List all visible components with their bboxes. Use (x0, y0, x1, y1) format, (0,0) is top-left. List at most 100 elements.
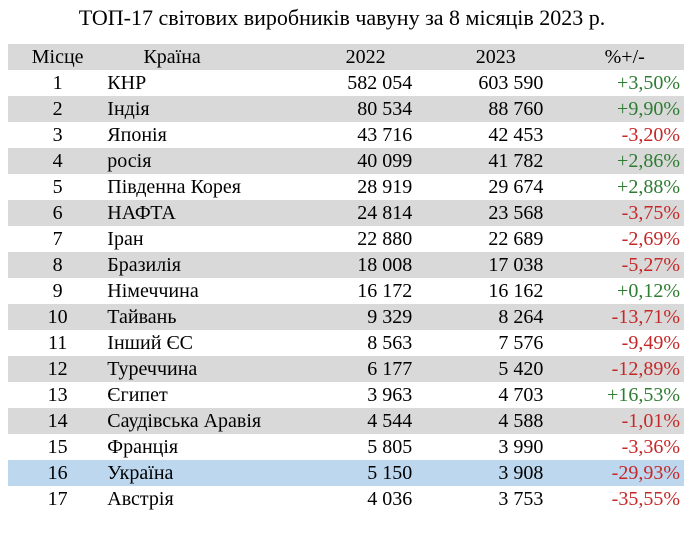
change-cell: -3,36% (621, 436, 680, 458)
value-2023-cell: 8 264 (418, 304, 550, 330)
header-rank: Місце (8, 44, 108, 70)
rank-cell: 5 (52, 176, 63, 198)
production-table: Місце Країна 2022 2023 %+/- 1 КНР 582 054 6… (8, 44, 684, 512)
change-cell: -1,01% (549, 408, 684, 434)
table-row: 8 Бразилія 18 008 17 038 -5,27% (8, 252, 684, 278)
change-cell: -3,75% (549, 200, 684, 226)
table-row: 2 Індія 80 534 88 760 +9,90% (8, 96, 684, 122)
value-2022-cell: 3 963 (367, 384, 413, 406)
value-2022-cell: 16 172 (357, 280, 413, 302)
rank-cell: 6 (8, 200, 108, 226)
table-row: 10 Тайвань 9 329 8 264 -13,71% (8, 304, 684, 330)
value-2023-cell: 29 674 (488, 176, 544, 198)
rank-cell: 16 (8, 460, 108, 486)
value-2023-cell: 41 782 (418, 148, 550, 174)
country-cell: Франція (107, 436, 179, 458)
rank-cell: 2 (8, 96, 108, 122)
value-2023-cell: 42 453 (488, 124, 544, 146)
value-2023-cell: 3 990 (498, 436, 544, 458)
value-2022-cell: 9 329 (306, 304, 419, 330)
table-row: 4 росія 40 099 41 782 +2,86% (8, 148, 684, 174)
table-row: 5 Південна Корея 28 919 29 674 +2,88% (8, 174, 684, 200)
table-header-row: Місце Країна 2022 2023 %+/- (8, 44, 684, 70)
value-2022-cell: 28 919 (357, 176, 413, 198)
country-cell: Іран (107, 228, 144, 250)
rank-cell: 12 (8, 356, 108, 382)
value-2022-cell: 6 177 (306, 356, 419, 382)
change-cell: -3,20% (621, 124, 680, 146)
value-2023-cell: 5 420 (418, 356, 550, 382)
country-cell: росія (107, 148, 307, 174)
change-cell: +3,50% (617, 72, 680, 94)
value-2022-cell: 24 814 (306, 200, 419, 226)
change-cell: +16,53% (607, 384, 680, 406)
table-row: 1 КНР 582 054 603 590 +3,50% (8, 70, 684, 96)
value-2023-cell: 16 162 (488, 280, 544, 302)
value-2022-cell: 18 008 (306, 252, 419, 278)
value-2023-cell: 7 576 (498, 332, 544, 354)
table-row: 15 Франція 5 805 3 990 -3,36% (8, 434, 684, 460)
value-2023-cell: 88 760 (418, 96, 550, 122)
rank-cell: 10 (8, 304, 108, 330)
rank-cell: 3 (52, 124, 63, 146)
country-cell: Японія (107, 124, 167, 146)
header-2022: 2022 (306, 44, 419, 70)
table-row: 13 Єгипет 3 963 4 703 +16,53% (8, 382, 684, 408)
value-2023-cell: 3 908 (418, 460, 550, 486)
country-cell: КНР (107, 72, 147, 94)
rank-cell: 9 (52, 280, 63, 302)
value-2023-cell: 4 703 (498, 384, 544, 406)
rank-cell: 4 (8, 148, 108, 174)
country-cell: Єгипет (107, 384, 168, 406)
rank-cell: 15 (47, 436, 68, 458)
change-cell: -5,27% (549, 252, 684, 278)
rank-cell: 14 (8, 408, 108, 434)
country-cell: Південна Корея (107, 176, 241, 198)
value-2023-cell: 17 038 (418, 252, 550, 278)
value-2023-cell: 23 568 (418, 200, 550, 226)
value-2023-cell: 3 753 (498, 488, 544, 510)
country-cell: Тайвань (107, 304, 307, 330)
value-2022-cell: 5 805 (367, 436, 413, 458)
rank-cell: 1 (52, 72, 63, 94)
table-row: 6 НАФТА 24 814 23 568 -3,75% (8, 200, 684, 226)
table-row: 12 Туреччина 6 177 5 420 -12,89% (8, 356, 684, 382)
value-2023-cell: 4 588 (418, 408, 550, 434)
change-cell: +0,12% (617, 280, 680, 302)
value-2022-cell: 22 880 (357, 228, 413, 250)
table-row: 14 Саудівська Аравія 4 544 4 588 -1,01% (8, 408, 684, 434)
value-2022-cell: 582 054 (347, 72, 413, 94)
header-change: %+/- (549, 44, 684, 70)
rank-cell: 7 (52, 228, 63, 250)
table-row: 17 Австрія 4 036 3 753 -35,55% (8, 486, 684, 512)
rank-cell: 17 (47, 488, 68, 510)
value-2022-cell: 4 544 (306, 408, 419, 434)
change-cell: -35,55% (611, 488, 680, 510)
country-cell: Саудівська Аравія (107, 408, 307, 434)
country-cell: Індія (107, 96, 307, 122)
value-2022-cell: 80 534 (306, 96, 419, 122)
change-cell: -13,71% (549, 304, 684, 330)
change-cell: +9,90% (549, 96, 684, 122)
table-row: 16 Україна 5 150 3 908 -29,93% (8, 460, 684, 486)
header-country: Країна (107, 44, 307, 70)
country-cell: Україна (107, 460, 307, 486)
change-cell: -9,49% (621, 332, 680, 354)
country-cell: Австрія (107, 488, 174, 510)
table-row: 3 Японія 43 716 42 453 -3,20% (8, 122, 684, 148)
value-2023-cell: 22 689 (488, 228, 544, 250)
table-body: 1 КНР 582 054 603 590 +3,50% 2 Індія 80 534 88 7… (8, 70, 684, 512)
table-row: 11 Інший ЄС 8 563 7 576 -9,49% (8, 330, 684, 356)
change-cell: -29,93% (549, 460, 684, 486)
value-2022-cell: 8 563 (367, 332, 413, 354)
change-cell: -12,89% (549, 356, 684, 382)
value-2022-cell: 40 099 (306, 148, 419, 174)
country-cell: Бразилія (107, 252, 307, 278)
table-row: 9 Німеччина 16 172 16 162 +0,12% (8, 278, 684, 304)
table-row: 7 Іран 22 880 22 689 -2,69% (8, 226, 684, 252)
value-2022-cell: 5 150 (306, 460, 419, 486)
country-cell: Туреччина (107, 356, 307, 382)
change-cell: -2,69% (621, 228, 680, 250)
change-cell: +2,88% (617, 176, 680, 198)
value-2023-cell: 603 590 (478, 72, 544, 94)
